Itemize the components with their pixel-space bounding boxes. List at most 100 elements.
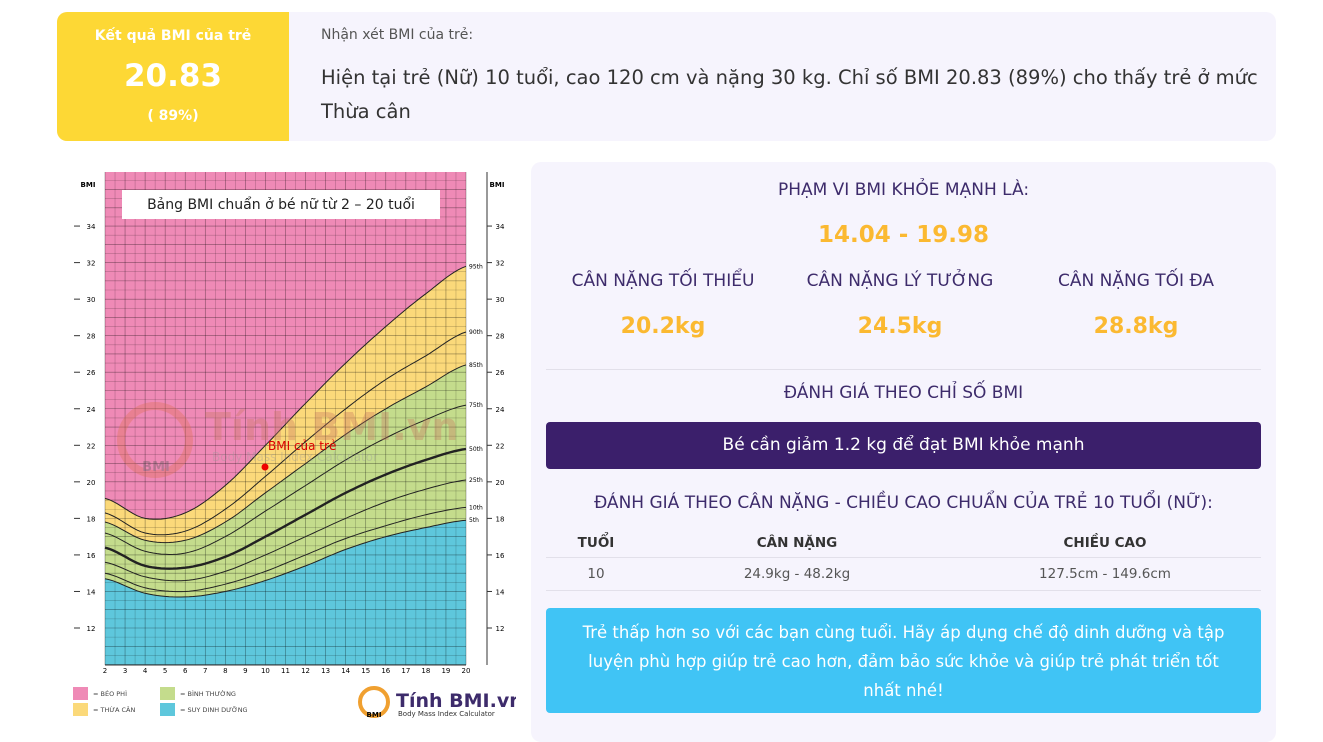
percentile-curve: [104, 404, 467, 556]
axis-label: BMI: [81, 181, 96, 189]
percentile-curve: [104, 519, 467, 598]
percentile-label: 10th: [469, 504, 483, 511]
comment-label: Nhận xét BMI của trẻ:: [321, 27, 474, 43]
legend-swatch: [73, 687, 88, 700]
percentile-label: 5th: [469, 517, 479, 524]
x-tick-label: 10: [261, 667, 270, 675]
x-tick-label: 11: [281, 667, 290, 675]
y-tick-label: 26: [87, 369, 96, 377]
y-tick-label: 26: [496, 369, 505, 377]
y-tick-label: 20: [496, 479, 505, 487]
percentile-label: 90th: [469, 329, 483, 336]
x-tick-label: 4: [143, 667, 148, 675]
percentile-label: 75th: [469, 402, 483, 409]
table-header: CÂN NẶNG: [756, 535, 838, 551]
weight-label: CÂN NẶNG LÝ TƯỞNG: [806, 271, 994, 291]
legend-swatch: [160, 687, 175, 700]
y-tick-label: 12: [87, 625, 96, 633]
legend-swatch: [73, 703, 88, 716]
x-tick-label: 16: [381, 667, 390, 675]
y-tick-label: 12: [496, 625, 505, 633]
legend-label: = SUY DINH DƯỠNG: [180, 705, 248, 714]
percentile-curve: [104, 447, 467, 570]
y-tick-label: 22: [87, 442, 96, 450]
y-tick-label: 18: [87, 515, 96, 523]
assessment-label: ĐÁNH GIÁ THEO CHỈ SỐ BMI: [783, 383, 1024, 403]
legend-label: = BÉO PHÌ: [93, 689, 127, 698]
y-tick-label: 32: [496, 260, 505, 268]
child-marker: [261, 463, 269, 471]
y-tick-label: 28: [496, 333, 505, 341]
y-tick-label: 34: [496, 223, 505, 231]
result-bmi: 20.83: [123, 58, 223, 94]
table-cell: 10: [587, 566, 605, 582]
weight-label: CÂN NẶNG TỐI ĐA: [1058, 271, 1214, 291]
weight-value: 24.5kg: [857, 314, 943, 339]
y-tick-label: 30: [496, 296, 505, 304]
x-tick-label: 9: [243, 667, 247, 675]
x-tick-label: 3: [123, 667, 127, 675]
watermark-badge: BMI: [142, 460, 170, 475]
percentile-label: 85th: [469, 362, 483, 369]
assessment-message: Bé cần giảm 1.2 kg để đạt BMI khỏe mạnh: [546, 422, 1261, 469]
axis-label: BMI: [490, 181, 505, 189]
result-percentile: ( 89%): [147, 108, 199, 124]
result-label: Kết quả BMI của trẻ: [94, 28, 252, 44]
legend-swatch: [160, 703, 175, 716]
y-tick-label: 14: [496, 588, 505, 596]
percentile-curve: [104, 331, 467, 536]
y-tick-label: 32: [87, 260, 96, 268]
chart-title-box: [122, 190, 440, 219]
percentile-label: 50th: [469, 446, 483, 453]
logo-tagline: Body Mass Index Calculator: [398, 710, 495, 718]
y-tick-label: 16: [496, 552, 505, 560]
x-tick-label: 8: [223, 667, 227, 675]
logo-badge: BMI: [367, 711, 382, 719]
percentile-label: 25th: [469, 477, 483, 484]
percentile-curve: [104, 506, 467, 593]
advice: Trẻ thấp hơn so với các bạn cùng tuổi. H…: [546, 608, 1261, 713]
weight-value: 20.2kg: [620, 314, 706, 339]
x-tick-label: 18: [421, 667, 430, 675]
table-header: TUỔI: [577, 535, 615, 551]
table-line: [546, 590, 1261, 591]
weight-label: CÂN NẶNG TỐI THIỂU: [571, 271, 755, 291]
weight-value: 28.8kg: [1093, 314, 1179, 339]
legend-label: = BÌNH THƯỜNG: [180, 689, 236, 698]
legend-label: = THỪA CÂN: [93, 705, 135, 714]
logo-name: Tính BMI.vn: [396, 690, 516, 712]
table-cell: 24.9kg - 48.2kg: [743, 566, 851, 582]
standard-label: ĐÁNH GIÁ THEO CÂN NẶNG - CHIỀU CAO CHUẨN…: [594, 493, 1213, 513]
x-tick-label: 6: [183, 667, 188, 675]
comment-text: Hiện tại trẻ (Nữ) 10 tuổi, cao 120 cm và…: [321, 66, 1258, 123]
x-tick-label: 12: [301, 667, 310, 675]
table-cell: 127.5cm - 149.6cm: [1039, 566, 1171, 582]
x-tick-label: 19: [441, 667, 450, 675]
y-tick-label: 30: [87, 296, 96, 304]
x-tick-label: 5: [163, 667, 167, 675]
y-tick-label: 22: [496, 442, 505, 450]
y-tick-label: 28: [87, 333, 96, 341]
range-label: PHẠM VI BMI KHỎE MẠNH LÀ:: [777, 180, 1030, 200]
percentile-curve: [104, 364, 467, 544]
x-tick-label: 7: [203, 667, 207, 675]
table-line: [546, 557, 1261, 558]
y-tick-label: 16: [87, 552, 96, 560]
watermark-name: Tính BMI.vn: [205, 405, 458, 449]
summary-panel: PHẠM VI BMI KHỎE MẠNH LÀ: 14.04 - 19.98 …: [531, 162, 1276, 742]
watermark-tagline: Body Mass Index Calculator: [212, 450, 378, 464]
x-tick-label: 2: [103, 667, 107, 675]
x-tick-label: 20: [462, 667, 471, 675]
y-tick-label: 18: [496, 515, 505, 523]
watermark: Tính BMI.vn Body Mass Index Calculator B…: [117, 402, 458, 478]
percentile-label: 95th: [469, 263, 483, 270]
y-tick-label: 14: [87, 588, 96, 596]
table-header: CHIỀU CAO: [1063, 535, 1147, 551]
underweight-zone: [105, 520, 466, 665]
percentile-curve: [104, 479, 467, 582]
x-tick-label: 13: [321, 667, 330, 675]
chart-title: Bảng BMI chuẩn ở bé nữ từ 2 – 20 tuổi: [147, 196, 415, 213]
marker-label: BMI của trẻ: [268, 439, 336, 453]
